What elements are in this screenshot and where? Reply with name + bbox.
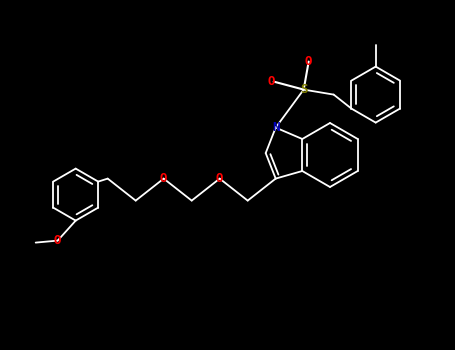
Text: O: O	[216, 172, 223, 185]
Text: S: S	[300, 83, 308, 96]
Text: O: O	[54, 234, 61, 247]
Text: O: O	[160, 172, 167, 185]
Text: O: O	[305, 55, 313, 68]
Text: N: N	[272, 121, 279, 134]
Text: O: O	[268, 75, 275, 88]
